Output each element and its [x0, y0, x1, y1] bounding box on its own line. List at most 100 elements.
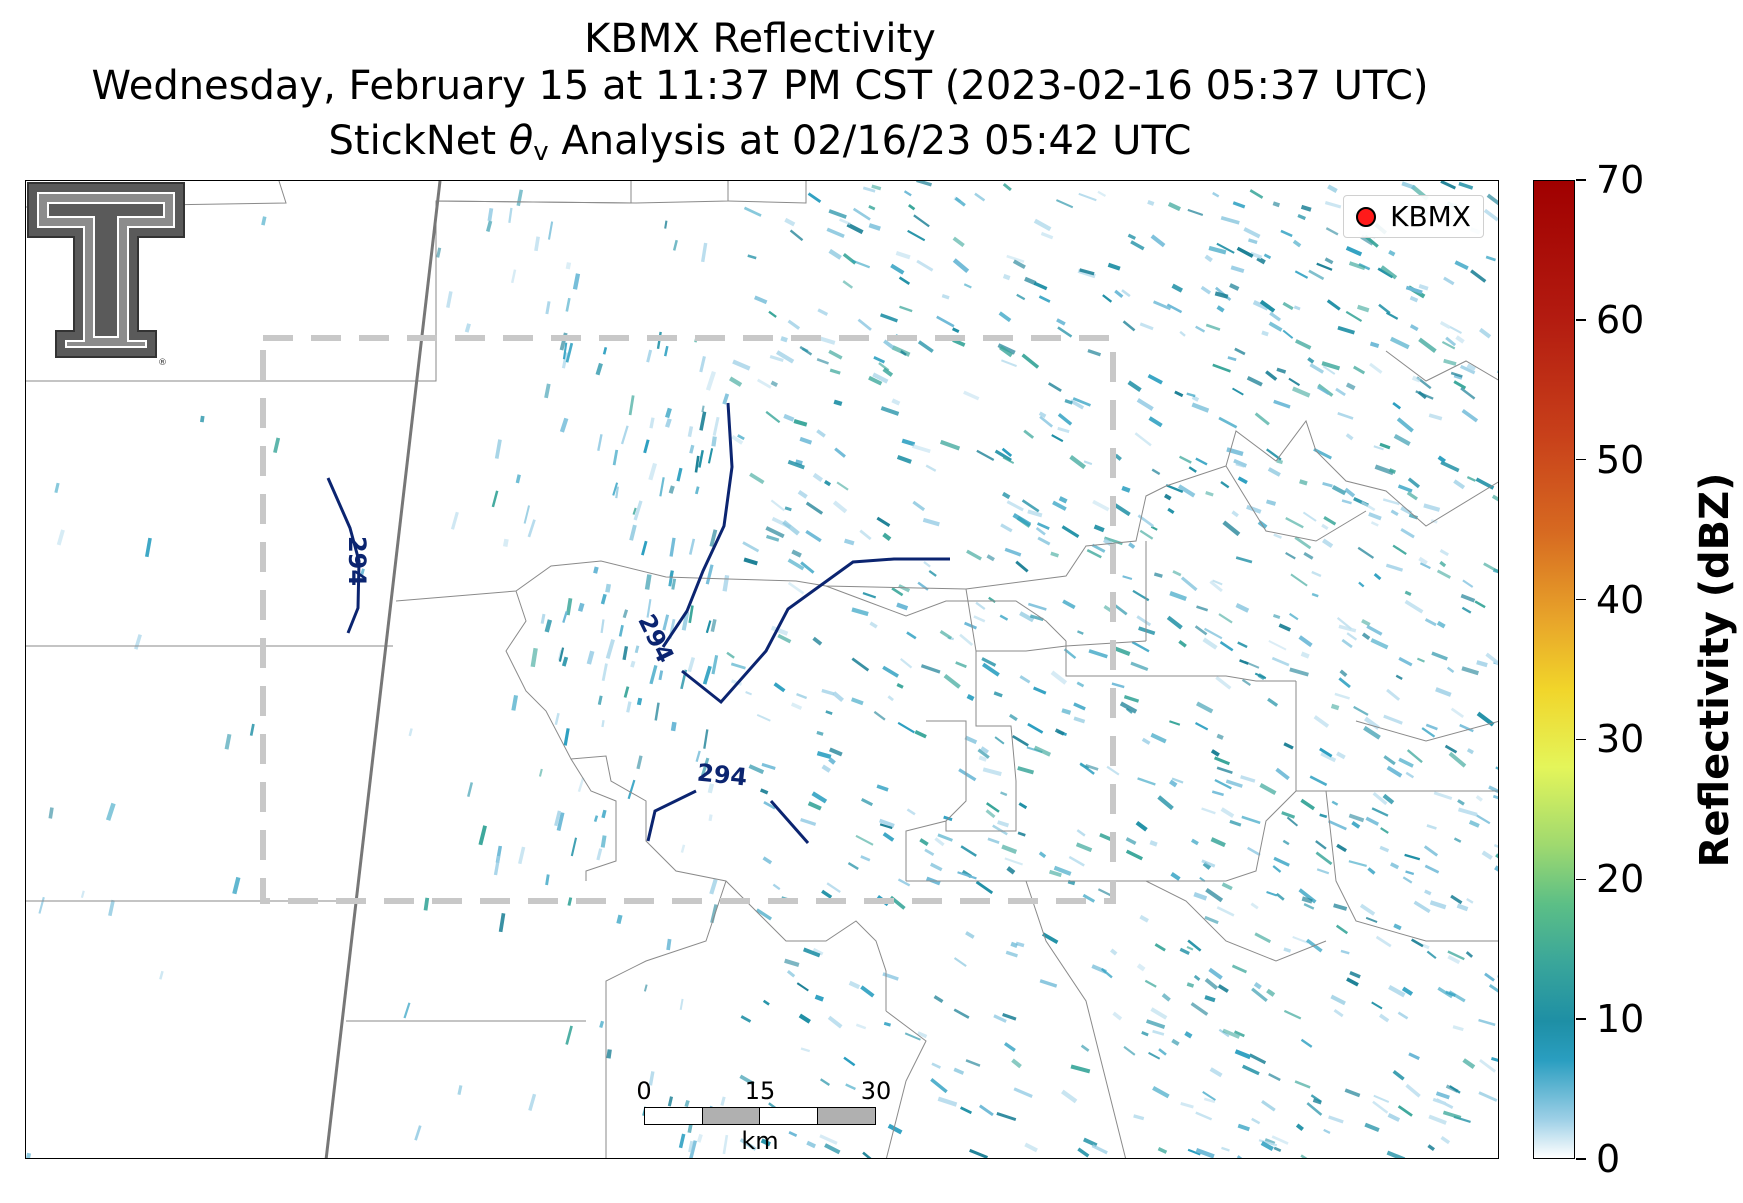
reflectivity-gate	[876, 516, 891, 527]
reflectivity-gate	[1283, 742, 1294, 750]
reflectivity-gate	[855, 834, 874, 846]
reflectivity-gate	[1386, 688, 1401, 701]
reflectivity-gate	[1397, 1105, 1413, 1117]
map-panel[interactable]: 294 294 294 ® KBMX 0 15 30 km	[25, 180, 1499, 1159]
reflectivity-gate	[1002, 456, 1015, 464]
reflectivity-gate	[1481, 850, 1493, 860]
reflectivity-gate	[1215, 676, 1232, 690]
reflectivity-gate	[953, 957, 967, 968]
reflectivity-gate	[793, 419, 808, 427]
reflectivity-gate	[612, 482, 619, 496]
scale-bar-segments	[644, 1107, 876, 1125]
reflectivity-gate	[545, 301, 551, 315]
reflectivity-gate	[1437, 986, 1453, 999]
reflectivity-gate	[896, 454, 912, 464]
reflectivity-gate	[1292, 239, 1302, 248]
reflectivity-gate	[1221, 1146, 1230, 1152]
reflectivity-gate	[994, 736, 1005, 745]
reflectivity-gate	[680, 844, 686, 853]
reflectivity-gate	[1076, 681, 1085, 688]
reflectivity-gate	[1300, 798, 1315, 811]
reflectivity-gate	[1004, 547, 1022, 557]
reflectivity-gate	[916, 181, 933, 187]
reflectivity-gate	[1191, 395, 1200, 402]
reflectivity-gate	[1015, 941, 1025, 948]
reflectivity-gate	[851, 259, 871, 269]
reflectivity-gate	[1313, 715, 1330, 728]
reflectivity-gate	[1416, 657, 1425, 663]
reflectivity-gate	[1069, 454, 1087, 470]
reflectivity-gate	[705, 620, 712, 634]
reflectivity-gate	[1389, 336, 1410, 350]
reflectivity-gate	[1009, 713, 1018, 722]
reflectivity-gate	[821, 764, 831, 773]
reflectivity-gate	[821, 889, 833, 899]
reflectivity-gate	[1411, 375, 1421, 383]
reflectivity-gate	[1447, 954, 1461, 965]
reflectivity-gate	[1307, 357, 1315, 364]
reflectivity-gate	[1049, 869, 1062, 878]
reflectivity-gate	[1294, 536, 1312, 550]
reflectivity-gate	[556, 812, 565, 831]
reflectivity-gate	[919, 838, 929, 846]
reflectivity-gate	[1445, 336, 1457, 347]
reflectivity-gate	[1344, 1088, 1361, 1098]
reflectivity-gate	[1474, 813, 1491, 825]
reflectivity-gate	[1439, 321, 1451, 330]
reflectivity-gate	[1330, 703, 1340, 711]
reflectivity-gate	[1313, 447, 1332, 460]
contour-label-central: 294	[632, 610, 679, 667]
reflectivity-gate	[1195, 722, 1209, 731]
reflectivity-gate	[722, 575, 730, 592]
reflectivity-gate	[925, 464, 937, 472]
reflectivity-gate	[1148, 1051, 1161, 1060]
reflectivity-gate	[629, 524, 637, 541]
reflectivity-gate	[1388, 984, 1406, 998]
reflectivity-gate	[800, 1047, 811, 1053]
reflectivity-gate	[728, 376, 743, 387]
reflectivity-gate	[722, 393, 730, 405]
reflectivity-gate	[1328, 819, 1347, 831]
reflectivity-gate	[1494, 865, 1498, 878]
reflectivity-gate	[1200, 285, 1212, 295]
reflectivity-gate	[1150, 1007, 1168, 1020]
texas-tech-logo: ®	[27, 182, 185, 367]
map-subtitle-time: Wednesday, February 15 at 11:37 PM CST (…	[91, 63, 1429, 109]
reflectivity-gate	[1075, 842, 1093, 853]
reflectivity-gate	[802, 947, 821, 958]
reflectivity-gate	[1408, 1052, 1420, 1061]
reflectivity-gate	[917, 1031, 928, 1039]
reflectivity-gate	[699, 411, 707, 431]
reflectivity-gate	[1107, 262, 1121, 271]
reflectivity-gate	[1216, 242, 1235, 254]
reflectivity-gate	[1407, 477, 1421, 489]
reflectivity-field	[26, 181, 1498, 1158]
reflectivity-gate	[851, 657, 870, 672]
reflectivity-gate	[1023, 429, 1035, 439]
reflectivity-gate	[1315, 840, 1327, 850]
reflectivity-gate	[1369, 341, 1380, 348]
analysis-suffix: Analysis at 02/16/23 05:42 UTC	[548, 118, 1192, 164]
reflectivity-gate	[953, 1067, 965, 1075]
reflectivity-gate	[898, 276, 911, 285]
reflectivity-gate	[924, 848, 935, 856]
reflectivity-gate	[1461, 409, 1479, 423]
reflectivity-gate	[1171, 777, 1184, 784]
reflectivity-gate	[1466, 748, 1474, 755]
reflectivity-gate	[1190, 838, 1199, 846]
reflectivity-gate	[1048, 382, 1062, 392]
reflectivity-gate	[1122, 575, 1133, 580]
contour-labels: 294 294 294	[343, 536, 748, 792]
reflectivity-gate	[1157, 795, 1174, 811]
reflectivity-gate	[1303, 903, 1315, 910]
reflectivity-gate	[982, 767, 1002, 777]
reflectivity-gate	[80, 890, 85, 899]
reflectivity-gate	[1214, 778, 1232, 790]
reflectivity-gate	[871, 184, 882, 191]
reflectivity-gate	[998, 311, 1012, 323]
reflectivity-gate	[511, 695, 519, 711]
reflectivity-gate	[1333, 903, 1348, 911]
reflectivity-gate	[565, 598, 573, 616]
reflectivity-gate	[1114, 453, 1122, 461]
reflectivity-gate	[586, 650, 595, 665]
